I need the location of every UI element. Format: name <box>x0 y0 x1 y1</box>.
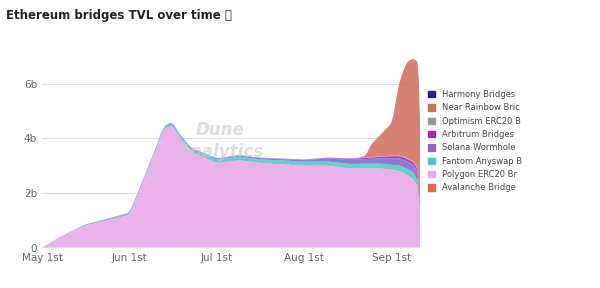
Legend: Harmony Bridges, Near Rainbow Bric, Optimism ERC20 B, Arbitrum Bridges, Solana W: Harmony Bridges, Near Rainbow Bric, Opti… <box>428 90 522 192</box>
Text: Ethereum bridges TVL over time 📈: Ethereum bridges TVL over time 📈 <box>6 9 232 22</box>
Text: Dune
Analytics: Dune Analytics <box>176 121 263 161</box>
